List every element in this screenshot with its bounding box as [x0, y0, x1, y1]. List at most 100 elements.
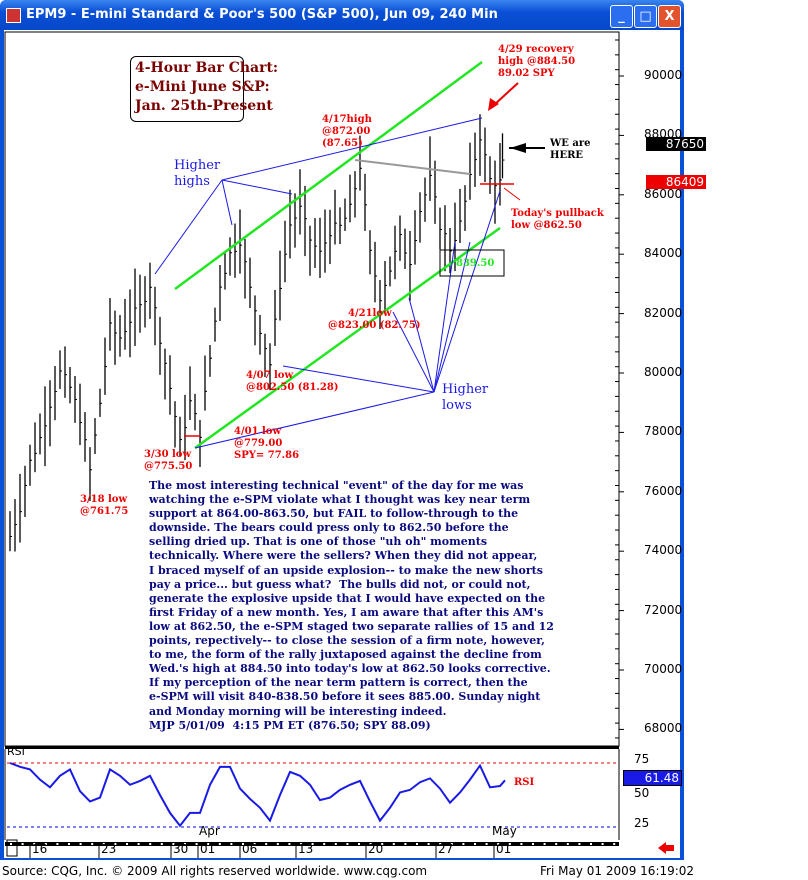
price-bar [49, 380, 52, 447]
price-bar [39, 413, 42, 455]
price-bar [329, 209, 332, 265]
date-label: 01 [496, 842, 512, 856]
target-box [439, 249, 505, 277]
rsi-line [9, 762, 506, 828]
price-bar [179, 416, 182, 457]
price-axis-ticks [615, 39, 624, 739]
date-label: 01 [200, 842, 216, 856]
price-bar [339, 207, 342, 245]
price-bar [174, 401, 177, 448]
price-tick-label: 78000 [644, 424, 683, 439]
price-bar [494, 160, 497, 224]
price-bar [314, 218, 317, 268]
price-bar [349, 174, 352, 223]
recovery-arrow [493, 82, 519, 106]
date-label: 20 [368, 842, 384, 856]
app-window: EPM9 - E-mini Standard & Poor's 500 (S&P… [0, 0, 706, 860]
price-bar [189, 366, 192, 421]
date-label: 16 [32, 842, 48, 856]
pullback-pointer [503, 187, 521, 201]
title-bar[interactable]: EPM9 - E-mini Standard & Poor's 500 (S&P… [0, 0, 684, 30]
price-bar [319, 217, 322, 279]
price-tick-label: 76000 [644, 483, 683, 498]
price-bar [369, 230, 372, 275]
target-box-label: 839.50 [456, 258, 495, 269]
chart-client-area: 4-Hour Bar Chart: e-Mini June S&P: Jan. 25… [4, 30, 706, 858]
mar18-low-annotation: 3/18 low @761.75 [80, 494, 129, 517]
rsi-tick: 25 [634, 816, 650, 830]
price-bar [159, 316, 162, 375]
scroll-right-arrow-icon[interactable] [658, 842, 674, 854]
price-bar [99, 388, 102, 417]
recovery-high-annotation: 4/29 recovery high @884.50 89.02 SPY [498, 44, 576, 79]
price-bar [399, 215, 402, 261]
price-bar [249, 257, 252, 309]
apr07-low-annotation: 4/07 low @802.50 (81.28) [246, 370, 339, 393]
price-tick-label: 68000 [644, 721, 683, 736]
price-bar [404, 228, 407, 269]
price-bar [424, 177, 427, 222]
rsi-tick: 75 [634, 752, 650, 766]
upper-channel-line [174, 60, 483, 291]
price-bar [164, 348, 167, 400]
price-bar [59, 350, 62, 389]
price-bar [279, 250, 282, 321]
price-bar [469, 142, 472, 200]
month-label-may: May [492, 824, 517, 838]
price-bar [14, 499, 17, 552]
price-bar [354, 171, 357, 218]
price-bar [209, 345, 212, 377]
price-tick-label: 70000 [644, 662, 683, 676]
rsi-value-tag: 61.48 [623, 770, 682, 786]
price-bar [234, 223, 237, 278]
price-bar [359, 135, 362, 191]
price-bar [144, 276, 147, 328]
price-bar [489, 156, 492, 194]
price-bar [119, 315, 122, 357]
higher-highs-label: Higher highs [174, 158, 221, 189]
pullback-annotation: Today's pullback low @862.50 [511, 208, 604, 231]
price-bar [419, 192, 422, 243]
price-bar [259, 314, 262, 355]
title-line: e-Mini June S&P: [135, 79, 270, 95]
price-bar [501, 133, 505, 179]
price-bar [254, 295, 257, 346]
price-tick-label: 86000 [644, 186, 683, 201]
price-bar [409, 230, 412, 302]
price-bar [344, 198, 347, 231]
price-bar [284, 220, 287, 283]
month-label-apr: Apr [199, 824, 220, 838]
price-bar [64, 346, 67, 398]
price-bar [219, 264, 222, 321]
price-bar [294, 193, 297, 248]
price-bar [124, 298, 127, 350]
price-bar [274, 289, 277, 346]
minimize-button[interactable]: _ [610, 5, 633, 28]
price-tick-label: 74000 [644, 543, 683, 558]
title-line: 4-Hour Bar Chart: [135, 60, 279, 76]
app-icon [6, 8, 21, 23]
price-bar [69, 367, 72, 404]
price-bar [204, 355, 207, 411]
panel-divider [5, 746, 619, 749]
price-tick-label: 82000 [644, 305, 683, 320]
scroll-handle[interactable] [6, 839, 18, 857]
price-tick-label: 84000 [644, 246, 683, 261]
price-bar [269, 343, 272, 391]
price-bar [289, 189, 292, 259]
footer-timestamp: Fri May 01 2009 16:19:02 [540, 864, 695, 878]
price-bar [384, 260, 387, 313]
mar30-low-annotation: 3/30 low @775.50 [144, 449, 193, 472]
date-label: 13 [298, 842, 314, 856]
close-button[interactable]: X [658, 5, 681, 28]
price-bar [324, 209, 327, 273]
price-bar [299, 169, 302, 235]
price-bar [484, 127, 487, 183]
price-bar [129, 289, 132, 358]
price-bars [9, 114, 505, 552]
price-bar [139, 274, 142, 333]
maximize-button[interactable]: □ [634, 5, 657, 28]
we-are-here-label: WE are HERE [550, 138, 591, 161]
price-tick-label: 80000 [644, 365, 683, 379]
date-label: 23 [101, 842, 117, 856]
